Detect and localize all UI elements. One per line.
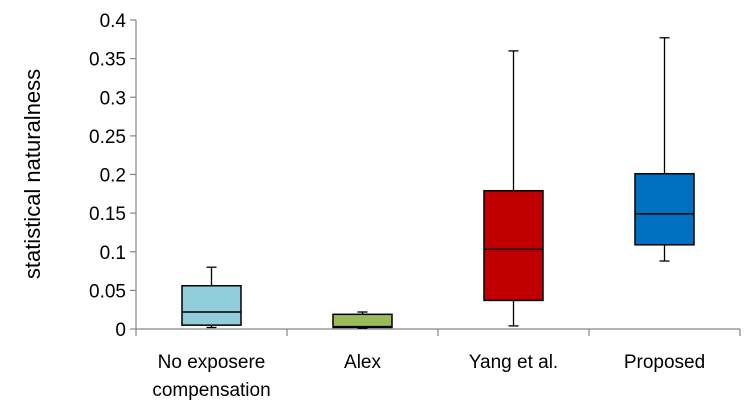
box-3 [483, 50, 544, 327]
y-tick-label: 0.25 [89, 127, 126, 148]
box-iqr [181, 284, 242, 326]
category-label: Alex [344, 352, 381, 373]
box-1 [181, 266, 242, 329]
x-axis: No exposere compensation Alex Yang et al. Pr… [135, 328, 741, 401]
y-axis: 0 0.05 0.1 0.15 0.2 0.25 0.3 0.35 0.4 [89, 11, 137, 341]
category-label: No exposere [158, 352, 266, 373]
category-label: Proposed [624, 352, 705, 373]
box-iqr [483, 189, 544, 302]
category-label: Yang et al. [469, 352, 558, 373]
y-tick-label: 0.15 [89, 204, 126, 225]
box-iqr [634, 172, 695, 246]
box-4 [634, 37, 695, 262]
y-tick-label: 0.3 [100, 88, 126, 109]
y-tick-label: 0.05 [89, 281, 126, 302]
y-tick-label: 0.35 [89, 50, 126, 71]
box-2 [332, 311, 393, 329]
y-tick-label: 0 [115, 320, 126, 341]
y-axis-label: statistical naturalness [20, 69, 45, 279]
y-tick-label: 0.1 [100, 243, 126, 264]
y-tick-label: 0.2 [100, 166, 126, 187]
boxes [181, 37, 695, 329]
category-label: compensation [152, 380, 270, 401]
box-iqr [332, 313, 393, 329]
y-tick-label: 0.4 [100, 11, 127, 32]
